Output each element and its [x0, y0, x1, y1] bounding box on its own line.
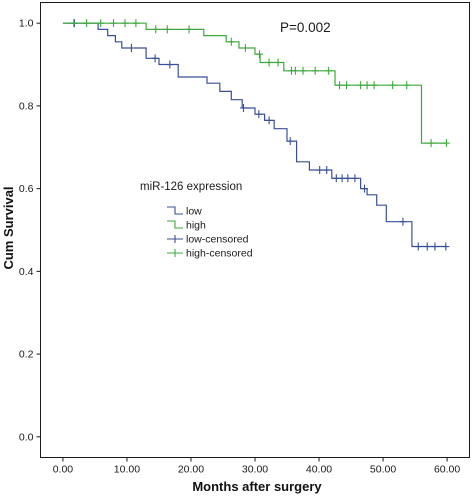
high-censored-mark: [357, 81, 365, 90]
high-censored-mark: [442, 139, 450, 148]
high-censored-mark: [97, 19, 105, 28]
high-censored-mark: [70, 19, 78, 28]
low-censored-mark: [323, 166, 331, 175]
legend-swatch-low: [167, 206, 183, 215]
y-axis-ticks: 0.0 0.2 0.4 0.6 0.8 1.0: [19, 18, 41, 443]
low-censored-mark: [414, 242, 422, 251]
high-censored-mark: [121, 19, 129, 28]
high-censored-mark: [83, 19, 91, 28]
legend-title: miR-126 expression: [140, 181, 242, 193]
high-censored-mark: [109, 19, 117, 28]
y-tick-label: 0.4: [19, 266, 34, 278]
high-censored-mark: [343, 81, 351, 90]
x-tick-label: 40.00: [306, 464, 332, 476]
low-censored-mark: [442, 242, 450, 251]
legend-swatch-low-censored: [167, 235, 183, 243]
p-value-annotation: P=0.002: [280, 20, 331, 35]
high-censored-mark: [427, 139, 435, 148]
y-tick-label: 0.6: [19, 183, 34, 195]
y-tick-label: 0.2: [19, 349, 34, 361]
legend-label-high-censored: high-censored: [186, 248, 253, 260]
high-censored-mark: [265, 58, 273, 67]
high-censored-mark: [152, 25, 160, 34]
low-censored-mark: [127, 44, 135, 52]
y-tick-label: 0.0: [19, 431, 34, 443]
high-censored-mark: [132, 19, 140, 28]
low-censored-mark: [423, 242, 431, 251]
high-censored-mark: [389, 81, 397, 90]
low-censored-mark: [431, 242, 439, 251]
legend-swatch-high: [167, 220, 183, 229]
low-censored-mark: [351, 174, 359, 183]
low-censored-mark: [151, 54, 159, 63]
x-tick-label: 30.00: [242, 464, 268, 476]
legend-label-low: low: [186, 206, 202, 218]
high-censored-mark: [241, 44, 249, 52]
x-tick-label: 10.00: [114, 464, 140, 476]
high-survival-line: [62, 22, 448, 144]
high-censored-mark: [227, 37, 235, 46]
legend: miR-126 expression low high low-censored hi…: [140, 181, 253, 260]
low-censored-mark: [344, 174, 352, 183]
series-layer: [62, 19, 450, 251]
high-censored-mark: [325, 66, 333, 75]
high-censored-mark: [274, 58, 282, 67]
x-tick-label: 0.00: [53, 464, 74, 476]
low-censored-mark: [265, 116, 273, 125]
legend-swatch-high-censored: [167, 249, 183, 257]
high-censored-mark: [291, 66, 299, 75]
high-censored-mark: [163, 25, 171, 34]
low-censored-mark: [286, 137, 294, 146]
x-tick-label: 50.00: [370, 464, 396, 476]
low-censored-mark: [255, 110, 263, 119]
legend-label-low-censored: low-censored: [186, 234, 249, 246]
high-censored-mark: [185, 25, 193, 34]
plot-frame: [40, 2, 470, 458]
x-axis-title: Months after surgery: [192, 479, 322, 494]
legend-items: low high low-censored high-censored: [167, 206, 253, 260]
high-censored-mark: [403, 81, 411, 90]
high-censored-mark: [311, 66, 319, 75]
x-tick-label: 60.00: [434, 464, 460, 476]
low-survival-line: [62, 22, 448, 248]
low-censored-mark: [239, 103, 247, 112]
y-axis-title: Cum Survival: [1, 186, 16, 269]
legend-label-high: high: [186, 220, 206, 232]
high-censored-mark: [370, 81, 378, 90]
y-tick-label: 1.0: [19, 18, 34, 30]
low-censored-mark: [399, 217, 407, 226]
low-censored-mark: [316, 166, 324, 175]
high-censored-mark: [336, 81, 344, 90]
low-censored-mark: [360, 184, 368, 193]
y-tick-label: 0.8: [19, 100, 34, 112]
x-axis-ticks: 0.00 10.00 20.00 30.00 40.00 50.00 60.00: [53, 457, 460, 476]
x-tick-label: 20.00: [178, 464, 204, 476]
high-censored-mark: [299, 66, 307, 75]
low-censored-mark: [166, 60, 174, 69]
high-censored-mark: [255, 50, 263, 59]
high-censored-mark: [363, 81, 371, 90]
